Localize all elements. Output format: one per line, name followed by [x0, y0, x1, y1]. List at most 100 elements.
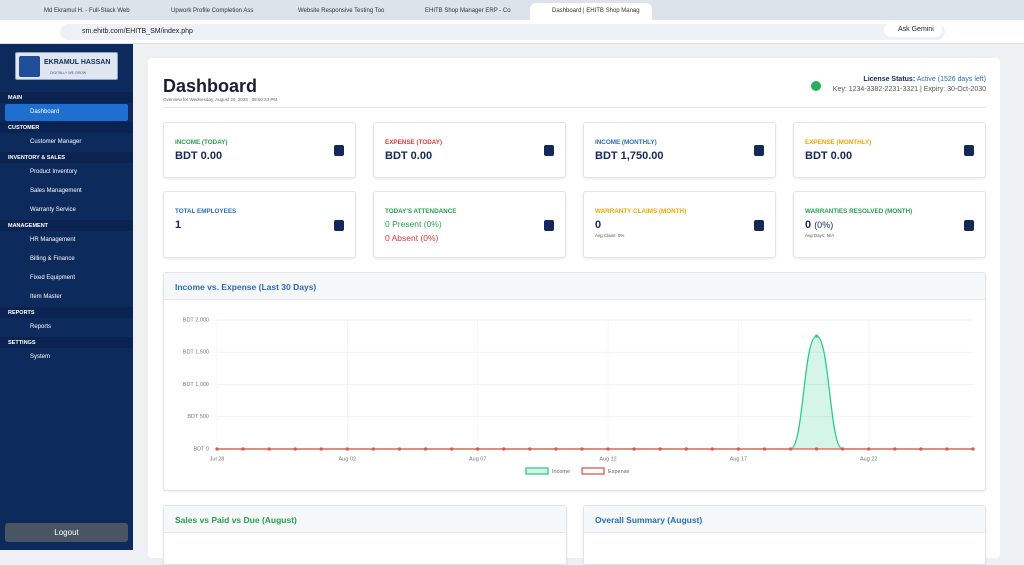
stat-card: EXPENSE (MONTHLY) BDT 0.00: [793, 122, 986, 178]
stat-card: WARRANTIES RESOLVED (MONTH) 0 (0%) Avg Day…: [793, 191, 986, 258]
value: 1: [175, 219, 182, 231]
license-status: Active (1526 days left): [916, 76, 986, 83]
panel-title: Sales vs Paid vs Due (August): [164, 506, 566, 533]
logo: EKRAMUL HASSAN DIGITALLY WE GROW: [15, 52, 118, 80]
card-note: Avg Claim: 0%: [595, 233, 625, 238]
stat-card: WARRANTY CLAIMS (MONTH) 0 Avg Claim: 0%: [583, 191, 776, 258]
point: [423, 447, 428, 451]
point: [945, 447, 949, 451]
logout-button[interactable]: Logout: [5, 523, 128, 542]
card-value: 1: [175, 219, 181, 231]
nav-item[interactable]: Fixed Equipment: [30, 274, 76, 281]
y-tick-label: BDT 1,000: [183, 382, 209, 388]
sales-panel: Sales vs Paid vs Due (August): [163, 505, 567, 565]
point: [293, 447, 297, 451]
card-label: INCOME (TODAY): [175, 139, 228, 146]
point: [684, 447, 688, 451]
point: [502, 447, 506, 451]
card-icon: [754, 145, 764, 156]
value: BDT 0.00: [175, 150, 223, 162]
license: License Status: Active (1526 days left): [863, 76, 986, 83]
nav-item[interactable]: Item Master: [30, 293, 62, 300]
card-label: EXPENSE (MONTHLY): [805, 139, 872, 146]
card-value: BDT 1,750.00: [595, 150, 663, 162]
sidebar: EKRAMUL HASSAN DIGITALLY WE GROW Logout …: [0, 44, 133, 550]
license-icon: [811, 81, 821, 91]
card-icon: [544, 145, 554, 156]
nav-item[interactable]: Billing & Finance: [30, 255, 75, 262]
tab[interactable]: Upwork Profile Completion Ass: [171, 8, 254, 14]
nav-item[interactable]: Warranty Service: [30, 206, 76, 213]
value: BDT 0.00: [805, 150, 853, 162]
point: [606, 447, 610, 451]
nav-item[interactable]: Reports: [30, 323, 52, 330]
assistant-button[interactable]: Ask Gemini: [884, 23, 942, 37]
card-value: 0 (0%): [805, 219, 833, 231]
value: BDT 0.00: [385, 150, 433, 162]
brand: EKRAMUL HASSAN: [44, 59, 111, 66]
tab[interactable]: EHITB Shop Manager ERP - Co: [425, 8, 511, 14]
legend-label: Income: [552, 469, 570, 475]
point: [241, 447, 245, 451]
point: [893, 447, 897, 451]
x-tick-label: Aug 12: [599, 456, 616, 462]
card-value: BDT 0.00: [175, 150, 222, 162]
license-label: License Status:: [863, 76, 916, 83]
section-title: REPORTS: [0, 306, 133, 318]
y-tick-label: BDT 0: [194, 446, 210, 452]
nav-item[interactable]: Dashboard: [5, 103, 128, 121]
section-title: MAIN: [0, 91, 133, 103]
card-label: TOTAL EMPLOYEES: [175, 208, 237, 215]
line: [216, 335, 973, 450]
nav-item[interactable]: Sales Management: [30, 187, 82, 194]
point: [476, 447, 480, 451]
card-value: 0 Absent (0%): [385, 233, 439, 243]
point: [736, 447, 740, 451]
logo-mark: [19, 56, 40, 77]
section-title: CUSTOMER: [0, 121, 133, 133]
nav-item[interactable]: Customer Manager: [30, 138, 82, 145]
card-icon: [754, 219, 764, 231]
legend-swatch: [525, 467, 549, 475]
card-icon: [964, 219, 974, 231]
url-field[interactable]: sm.ehitb.com/EHITB_SM/index.php: [60, 24, 945, 40]
chart: BDT 0 BDT 500 BDT 1,000 BDT 1,500 BDT 2,000 J…: [183, 317, 975, 475]
x-tick-label: Aug 22: [860, 456, 877, 462]
point: [267, 447, 271, 451]
stat-card: INCOME (TODAY) BDT 0.00: [163, 122, 356, 178]
point: [632, 447, 636, 451]
tab[interactable]: Website Responsive Testing Too: [298, 8, 385, 14]
subtitle: Overview for Wednesday, August 20, 2025 …: [163, 97, 277, 102]
section-title: MANAGEMENT: [0, 219, 133, 231]
tab[interactable]: Md Ekramul H. - Full-Stack Web: [44, 8, 130, 14]
card-icon: [334, 145, 344, 156]
card-note: Avg Days: N/A: [805, 233, 835, 238]
stat-card: TODAY'S ATTENDANCE 0 Present (0%) 0 Absent…: [373, 191, 566, 258]
nav-item[interactable]: HR Management: [30, 236, 76, 243]
point: [397, 447, 402, 451]
point: [450, 447, 454, 451]
divider: [163, 107, 986, 108]
key: Key: 1234-3382-2231-3321: [832, 86, 919, 93]
x-tick-label: Aug 02: [339, 456, 356, 462]
y-tick-label: BDT 500: [187, 414, 209, 420]
point: [580, 447, 584, 451]
point: [319, 447, 323, 451]
x-tick-label: Aug 17: [730, 456, 747, 462]
stat-card: INCOME (MONTHLY) BDT 1,750.00: [583, 122, 776, 178]
nav-item[interactable]: System: [30, 353, 51, 360]
tab[interactable]: Dashboard | EHITB Shop Manag: [530, 3, 652, 20]
panel-title: Overall Summary (August): [584, 506, 985, 533]
card-label: WARRANTY CLAIMS (MONTH): [595, 208, 687, 215]
address-bar: sm.ehitb.com/EHITB_SM/index.php Ask Gemi…: [0, 20, 1024, 44]
point: [215, 447, 219, 451]
point: [658, 447, 662, 451]
card-value: 0: [595, 219, 601, 231]
point: [554, 447, 558, 451]
point: [971, 447, 975, 451]
legend-label: Expense: [608, 469, 629, 475]
nav-item[interactable]: Product Inventory: [30, 168, 78, 175]
card-icon: [544, 219, 554, 231]
